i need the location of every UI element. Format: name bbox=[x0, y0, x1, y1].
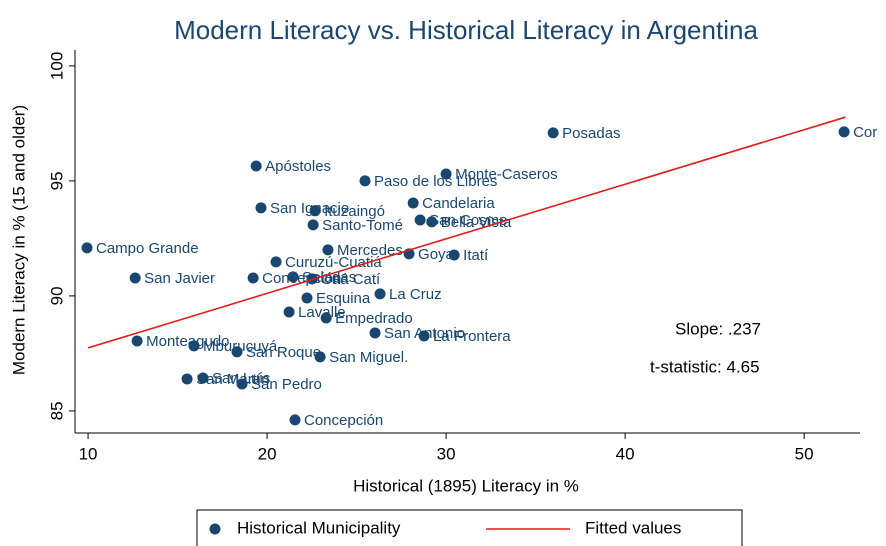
point bbox=[418, 330, 430, 342]
x-tick-label: 40 bbox=[616, 444, 635, 463]
point bbox=[131, 335, 143, 347]
point-label: Ituzaingó bbox=[324, 203, 385, 220]
point-label: San Luis bbox=[212, 370, 270, 387]
point-label: Caá Catí bbox=[321, 271, 381, 288]
point bbox=[314, 351, 326, 363]
point bbox=[320, 312, 332, 324]
chart-title: Modern Literacy vs. Historical Literacy … bbox=[174, 15, 758, 45]
point-label: Apóstoles bbox=[265, 158, 331, 175]
point bbox=[309, 205, 321, 217]
point bbox=[301, 292, 313, 304]
point bbox=[197, 372, 209, 384]
point-label: San Ignacio bbox=[270, 200, 349, 217]
x-axis-label: Historical (1895) Literacy in % bbox=[353, 476, 579, 495]
point bbox=[440, 168, 452, 180]
point bbox=[359, 175, 371, 187]
point-label: Mercedes bbox=[337, 242, 403, 259]
point-label: Santo-Tomé bbox=[322, 217, 403, 234]
point-label: Esquina bbox=[316, 290, 371, 307]
point bbox=[426, 216, 438, 228]
point-label: San Miguel. bbox=[329, 349, 408, 366]
point-label: Cor bbox=[853, 124, 877, 141]
point bbox=[407, 197, 419, 209]
x-tick-label: 10 bbox=[79, 444, 98, 463]
point bbox=[289, 414, 301, 426]
y-tick-label: 90 bbox=[47, 286, 66, 305]
point-label: Empedrado bbox=[335, 310, 413, 327]
point-label: Lavalle bbox=[298, 304, 346, 321]
point-label: San Pedro bbox=[251, 376, 322, 393]
point bbox=[250, 160, 262, 172]
point-label: La Frontera bbox=[433, 328, 511, 345]
x-tick-label: 50 bbox=[795, 444, 814, 463]
x-tick-label: 30 bbox=[437, 444, 456, 463]
point bbox=[81, 242, 93, 254]
legend bbox=[196, 509, 743, 546]
point-label: Curuzú-Cuatiá bbox=[285, 254, 382, 271]
point-label: San Javier bbox=[144, 270, 215, 287]
point-label: Monte-Caseros bbox=[455, 166, 558, 183]
annotation: Slope: .237 bbox=[675, 319, 761, 338]
point bbox=[283, 306, 295, 318]
point bbox=[287, 271, 299, 283]
point bbox=[255, 202, 267, 214]
point-label: Paso de los Libres bbox=[374, 173, 497, 190]
point bbox=[188, 340, 200, 352]
point bbox=[448, 249, 460, 261]
point-label: Concepción bbox=[304, 412, 383, 429]
y-axis-label: Modern Literacy in % (15 and older) bbox=[9, 105, 28, 375]
fit-line bbox=[87, 116, 846, 349]
point bbox=[231, 346, 243, 358]
y-tick-label: 85 bbox=[47, 401, 66, 420]
legend-label: Fitted values bbox=[585, 518, 681, 537]
point-label: La Cruz bbox=[389, 286, 442, 303]
point-label: Mburucuyá bbox=[203, 338, 278, 355]
point-label: San Roque bbox=[246, 344, 321, 361]
point-label: Monteagudo bbox=[146, 333, 229, 350]
point-label: Campo Grande bbox=[96, 240, 199, 257]
point bbox=[307, 219, 319, 231]
point bbox=[547, 127, 559, 139]
point-label: Concepción bbox=[262, 270, 341, 287]
point-label: Itatí bbox=[463, 247, 489, 264]
y-tick-label: 95 bbox=[47, 171, 66, 190]
point bbox=[247, 272, 259, 284]
point-label: San Martín bbox=[196, 371, 269, 388]
x-tick-label: 20 bbox=[258, 444, 277, 463]
point-label: San Cosme bbox=[429, 212, 507, 229]
point-label: Goya bbox=[418, 246, 455, 263]
point bbox=[414, 214, 426, 226]
y-tick-label: 100 bbox=[47, 52, 66, 80]
legend-label: Historical Municipality bbox=[237, 518, 401, 537]
point bbox=[181, 373, 193, 385]
point-label: Candelaria bbox=[422, 195, 495, 212]
point bbox=[322, 244, 334, 256]
point bbox=[270, 256, 282, 268]
point-label: Bella Vista bbox=[441, 214, 512, 231]
point bbox=[369, 327, 381, 339]
annotation: t-statistic: 4.65 bbox=[650, 357, 760, 376]
point bbox=[236, 378, 248, 390]
point bbox=[838, 126, 850, 138]
point bbox=[374, 288, 386, 300]
point-label: Posadas bbox=[562, 125, 620, 142]
point bbox=[129, 272, 141, 284]
legend-swatch bbox=[209, 523, 221, 535]
